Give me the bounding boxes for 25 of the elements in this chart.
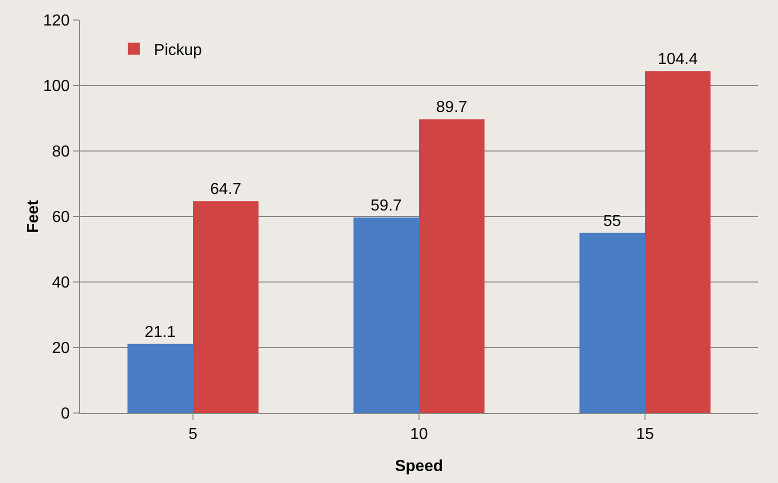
y-axis-title: Feet	[25, 199, 42, 233]
x-axis-title: Speed	[394, 458, 444, 475]
bar	[193, 201, 259, 413]
y-tick-label: 40	[52, 274, 70, 292]
bar	[579, 232, 645, 413]
y-tick-label: 60	[52, 209, 70, 226]
data-label: 89.7	[436, 99, 468, 116]
data-label: 55	[603, 212, 622, 230]
y-tick-label: 120	[43, 12, 70, 30]
x-tick-label: 10	[410, 426, 428, 444]
data-label: 21.1	[144, 324, 176, 341]
y-tick-label: 80	[52, 144, 70, 161]
legend-label: Pickup	[154, 42, 202, 59]
bar	[127, 344, 193, 413]
y-tick-label: 100	[43, 78, 70, 96]
bar	[419, 119, 485, 413]
x-tick-label: 5	[188, 426, 198, 444]
x-tick-label: 15	[636, 426, 654, 444]
bar	[645, 71, 711, 413]
data-label: 104.4	[658, 51, 698, 68]
data-label: 64.7	[210, 181, 242, 198]
y-tick-label: 0	[60, 406, 70, 423]
data-label: 59.7	[370, 197, 402, 214]
bar	[353, 217, 419, 413]
y-tick-label: 20	[52, 340, 70, 358]
